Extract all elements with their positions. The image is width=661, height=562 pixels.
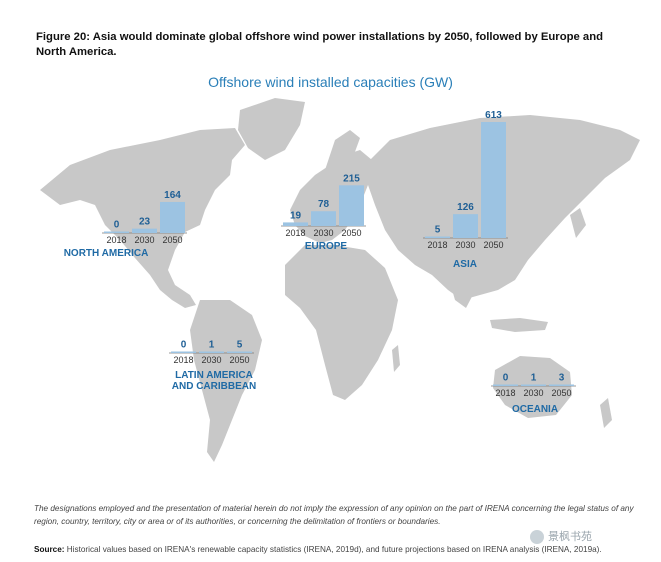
tick-label: 2050: [551, 388, 571, 398]
bar: [425, 236, 450, 238]
bar: [311, 211, 336, 226]
region-label: EUROPE: [305, 241, 348, 252]
bars-layer: 0 2018 23 2030 164 2050 NORTH AMERICA 19 2018 78 2…: [64, 110, 576, 415]
map-north-america: [40, 128, 245, 308]
region-label: ASIA: [453, 259, 477, 270]
wechat-icon: [530, 530, 544, 545]
bar: [493, 384, 518, 386]
bar: [521, 384, 546, 386]
tick-label: 2050: [162, 235, 182, 245]
bar: [104, 231, 129, 233]
data-label: 126: [457, 202, 474, 213]
map-south-america: [190, 300, 262, 462]
map-japan: [570, 208, 586, 238]
world-map: [40, 98, 640, 462]
map-australia: [493, 356, 572, 418]
tick-label: 2050: [229, 355, 249, 365]
bar: [227, 351, 252, 353]
region-label: NORTH AMERICA: [64, 248, 149, 259]
region-group: 19 2018 78 2030 215 2050 EUROPE: [281, 173, 366, 252]
region-group: 0 2018 23 2030 164 2050 NORTH AMERICA: [64, 190, 187, 259]
data-label: 613: [485, 110, 502, 121]
data-label: 0: [181, 340, 187, 351]
tick-label: 2018: [173, 355, 193, 365]
bar: [339, 185, 364, 226]
disclaimer-note: The designations employed and the presen…: [34, 504, 634, 526]
data-label: 23: [139, 217, 151, 228]
bar: [481, 122, 506, 238]
data-label: 5: [237, 340, 243, 351]
map-scandinavia: [325, 130, 360, 175]
region-group: 5 2018 126 2030 613 2050 ASIA: [423, 110, 508, 270]
data-label: 1: [531, 373, 537, 384]
data-label: 0: [114, 220, 120, 231]
tick-label: 2018: [427, 240, 447, 250]
watermark-text: 景枫书苑: [548, 531, 592, 543]
region-label: LATIN AMERICA: [175, 370, 253, 381]
tick-label: 2030: [523, 388, 543, 398]
region-label: OCEANIA: [512, 404, 558, 415]
data-label: 5: [435, 225, 441, 236]
bar: [171, 351, 196, 353]
region-group: 0 2018 1 2030 3 2050 OCEANIA: [491, 373, 576, 415]
source-line: Source: Historical values based on IRENA…: [34, 545, 654, 554]
chart-title: Offshore wind installed capacities (GW): [208, 74, 453, 90]
bar: [453, 214, 478, 238]
bar: [549, 384, 574, 386]
tick-label: 2018: [106, 235, 126, 245]
tick-label: 2018: [285, 228, 305, 238]
data-label: 0: [503, 373, 509, 384]
tick-label: 2030: [313, 228, 333, 238]
region-label: AND CARIBBEAN: [172, 381, 256, 392]
map-madagascar: [392, 345, 400, 372]
tick-label: 2030: [201, 355, 221, 365]
bar: [283, 222, 308, 226]
map-greenland: [238, 98, 305, 160]
tick-label: 2050: [483, 240, 503, 250]
watermark: 景枫书苑: [530, 528, 592, 545]
tick-label: 2050: [341, 228, 361, 238]
map-africa: [285, 245, 398, 400]
bar: [132, 228, 157, 233]
map-indonesia: [490, 318, 548, 332]
data-label: 215: [343, 173, 360, 184]
bar: [160, 201, 185, 233]
tick-label: 2018: [495, 388, 515, 398]
bar: [199, 351, 224, 353]
data-label: 1: [209, 340, 215, 351]
data-label: 78: [318, 199, 330, 210]
data-label: 164: [164, 190, 181, 201]
source-label: Source:: [34, 545, 65, 554]
data-label: 3: [559, 373, 565, 384]
tick-label: 2030: [134, 235, 154, 245]
data-label: 19: [290, 210, 302, 221]
map-india: [445, 262, 478, 308]
source-text: Historical values based on IRENA's renew…: [66, 545, 602, 554]
figure-title: Figure 20: Asia would dominate global of…: [36, 31, 604, 58]
map-new-zealand: [600, 398, 612, 428]
tick-label: 2030: [455, 240, 475, 250]
